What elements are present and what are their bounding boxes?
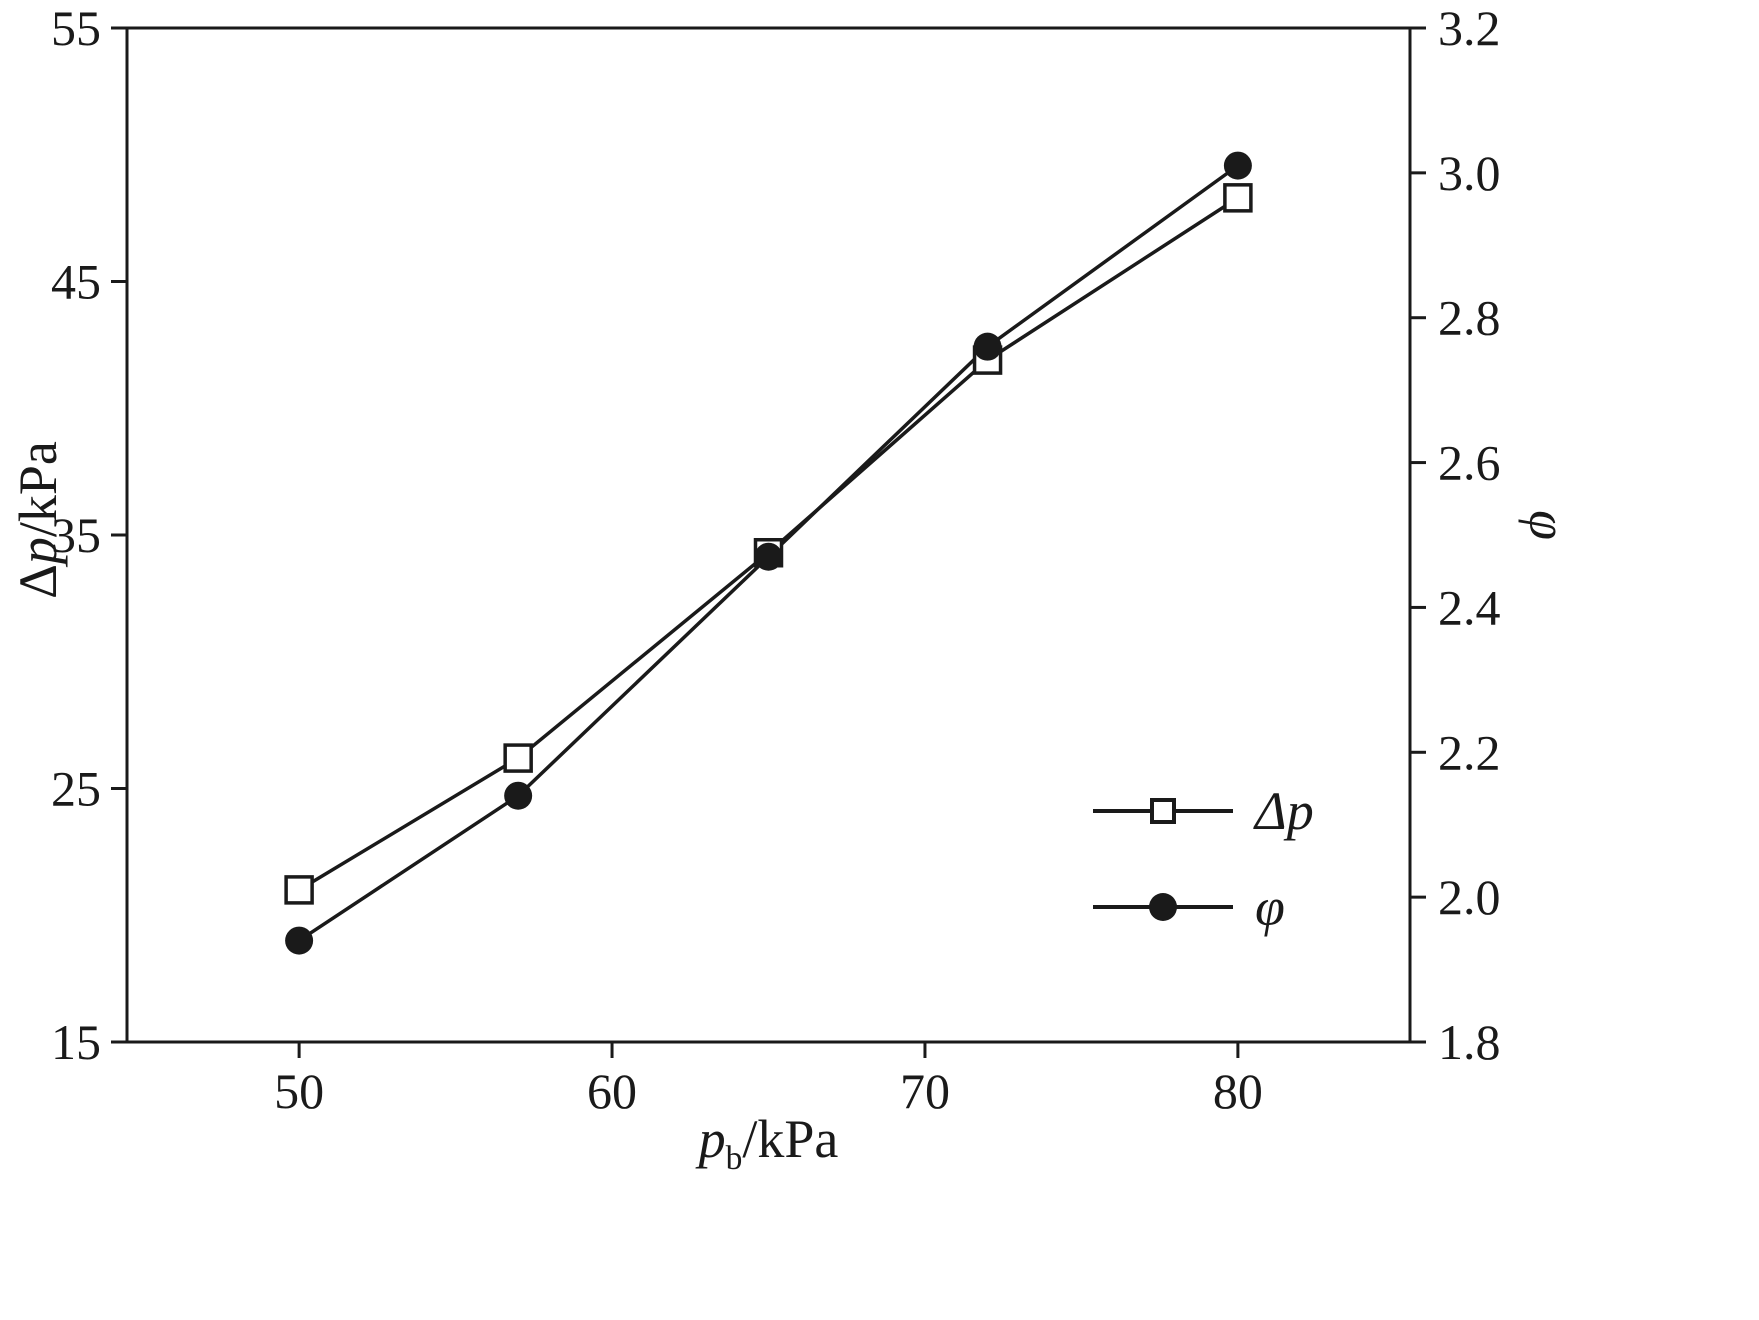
- y-left-tick-label: 35: [51, 507, 101, 563]
- legend-line-sample-phi: [1093, 893, 1233, 921]
- y-left-tick-label: 55: [51, 0, 101, 56]
- x-tick-label: 50: [274, 1063, 324, 1119]
- x-axis-unit: /kPa: [742, 1109, 839, 1169]
- y-right-tick-label: 2.4: [1438, 579, 1501, 635]
- y-left-unit: /kPa: [8, 441, 68, 538]
- y-left-prefix: Δ: [8, 564, 68, 599]
- legend-label-phi: φ: [1255, 877, 1285, 937]
- data-point-open-square: [503, 743, 533, 773]
- y-left-variable: p: [8, 537, 68, 565]
- x-axis-variable: p: [698, 1109, 726, 1169]
- legend: Δp φ: [1093, 780, 1314, 938]
- legend-item-delta-p: Δp: [1093, 780, 1314, 842]
- x-tick-label: 80: [1213, 1063, 1263, 1119]
- x-tick-label: 70: [900, 1063, 950, 1119]
- y-axis-label-right: φ: [1518, 510, 1578, 540]
- y-right-tick-label: 2.8: [1438, 290, 1501, 346]
- x-axis-label: pb/kPa: [127, 1108, 1410, 1178]
- y-axis-label-left: Δp/kPa: [7, 441, 69, 599]
- y-right-tick-label: 2.0: [1438, 869, 1501, 925]
- data-point-filled-circle: [1223, 151, 1252, 180]
- x-tick-label: 60: [587, 1063, 637, 1119]
- y-right-tick-label: 3.0: [1438, 145, 1501, 201]
- y-right-tick-label: 2.6: [1438, 435, 1501, 491]
- data-point-open-square: [284, 875, 314, 905]
- x-axis-subscript: b: [725, 1139, 743, 1177]
- filled-circle-marker-icon: [1149, 893, 1177, 921]
- y-right-tick-label: 1.8: [1438, 1014, 1501, 1070]
- y-left-tick-label: 15: [51, 1014, 101, 1070]
- data-point-filled-circle: [504, 781, 533, 810]
- data-point-filled-circle: [973, 332, 1002, 361]
- y-right-tick-label: 2.2: [1438, 724, 1501, 780]
- data-point-filled-circle: [285, 926, 314, 955]
- open-square-marker-icon: [1150, 798, 1176, 824]
- y-right-tick-label: 3.2: [1438, 0, 1501, 56]
- y-left-tick-label: 25: [51, 761, 101, 817]
- data-point-filled-circle: [754, 542, 783, 571]
- legend-line-sample-delta-p: [1093, 798, 1233, 824]
- y-left-tick-label: 45: [51, 254, 101, 310]
- legend-label-delta-p: Δp: [1255, 781, 1314, 841]
- data-point-open-square: [1223, 183, 1253, 213]
- legend-item-phi: φ: [1093, 876, 1314, 938]
